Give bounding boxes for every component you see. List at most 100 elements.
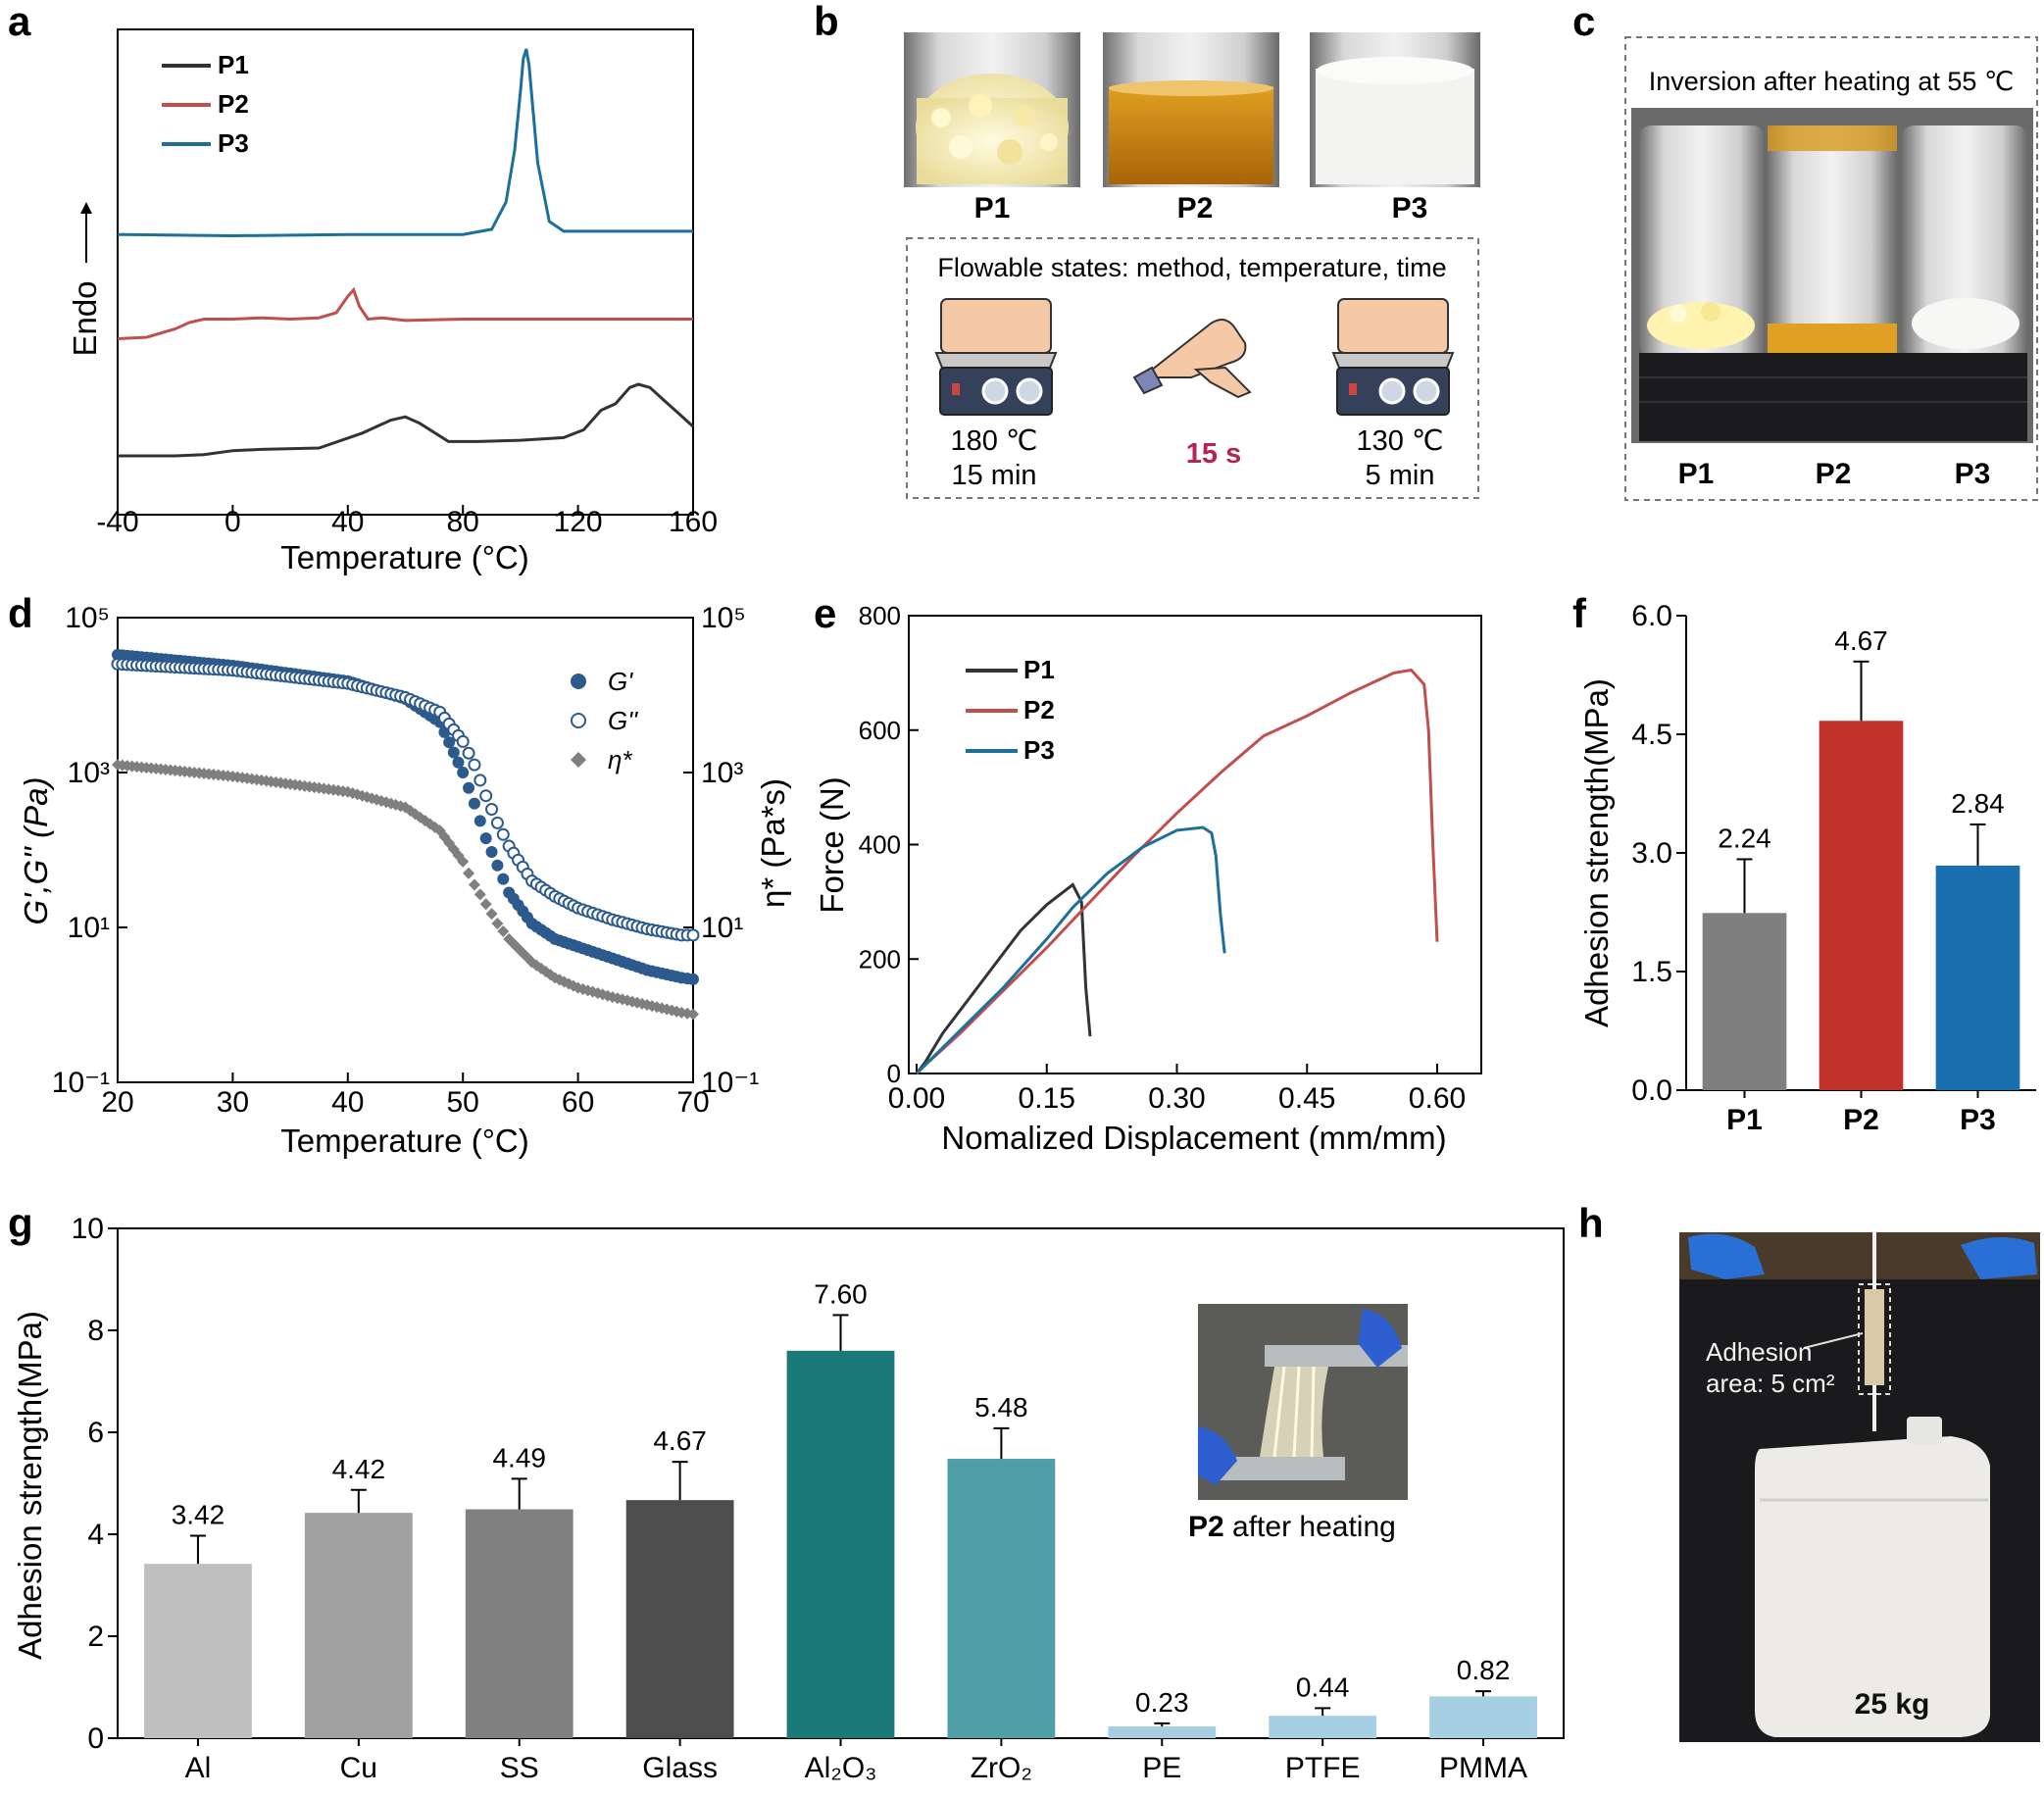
chart-f-ytick-label: 4.5 — [1631, 719, 1672, 751]
chart-d-xtick-label: 20 — [101, 1086, 133, 1119]
method-2-time: 15 s — [1186, 438, 1241, 470]
chart-f-bars: 0.0 1.5 3.0 4.5 6.0 P1 P2 P3 2.24 4.67 2.84 Adhes… — [1578, 600, 2036, 1136]
chart-g-bar — [1269, 1716, 1377, 1738]
chart-f-ytick-label: 6.0 — [1631, 600, 1672, 632]
chart-f-ticks: 0.0 1.5 3.0 4.5 6.0 P1 P2 P3 — [1631, 600, 1996, 1136]
chart-g-bar-group: 3.42 4.42 4.49 4.67 7.60 5.48 0.23 0.44 0.82 — [144, 1278, 1537, 1738]
chart-d-ytick-right-label: 10⁻¹ — [701, 1067, 759, 1099]
chart-d-point-eta — [491, 918, 504, 930]
chart-f-bar — [1702, 913, 1787, 1090]
chart-g-category-label: Cu — [340, 1752, 377, 1784]
chart-g-category-label: PE — [1142, 1752, 1181, 1784]
chart-d-point-gdoubleprime — [485, 803, 499, 817]
chart-a-xtick-label: 160 — [669, 506, 718, 538]
inset-caption-bold: P2 — [1188, 1511, 1224, 1543]
chart-g-ytick-label: 6 — [87, 1417, 104, 1449]
chart-g-category-label: PMMA — [1439, 1752, 1527, 1784]
chart-a-xtick-label: 0 — [224, 506, 241, 538]
chart-d-point-gprime — [447, 746, 460, 759]
chart-d-legend-marker — [571, 752, 586, 768]
chart-e-xtick-label: 0.15 — [1019, 1082, 1075, 1115]
chart-e-legend-label: P1 — [1023, 655, 1055, 684]
chart-f-bar-group: 2.24 4.67 2.84 — [1702, 625, 2020, 1090]
chart-d-point-gdoubleprime — [479, 789, 493, 803]
hot-plate-icon — [1331, 298, 1455, 416]
chart-g-category-label: Al₂O₃ — [805, 1752, 877, 1784]
panel-h-annotation-1: Adhesion — [1706, 1337, 1812, 1367]
vial-p3-photo — [1310, 32, 1480, 187]
chart-a-series-P3 — [117, 48, 693, 238]
chart-a-x-ticks: -40 0 40 80 120 160 — [96, 505, 718, 538]
inset-caption-rest: after heating — [1224, 1511, 1396, 1543]
chart-f-ytick-label: 3.0 — [1631, 837, 1672, 870]
chart-d-point-gdoubleprime — [496, 827, 510, 841]
chart-d-point-eta — [636, 997, 649, 1010]
chart-g-bar — [465, 1509, 573, 1738]
chart-a-endo-arrowhead — [80, 202, 92, 214]
chart-e-xtick-label: 0.00 — [888, 1082, 945, 1115]
chart-d-point-gprime — [687, 973, 699, 985]
panel-b-method-box — [906, 237, 1479, 499]
method-1-temp: 180 ℃ — [950, 425, 1037, 457]
chart-f-value-label: 2.24 — [1718, 823, 1771, 853]
method-3-temp: 130 ℃ — [1356, 425, 1443, 457]
chart-a-legend-label: P2 — [218, 89, 249, 119]
chart-d-ytick-label: 10⁻¹ — [52, 1067, 110, 1099]
chart-g-ytick-label: 0 — [87, 1722, 104, 1755]
chart-e-frame — [908, 615, 1482, 1074]
chart-d-point-gdoubleprime — [686, 928, 700, 942]
weight-label: 25 kg — [1855, 1688, 1930, 1721]
chart-e-xtick-label: 0.60 — [1409, 1082, 1466, 1115]
panel-label-g: g — [8, 1200, 33, 1246]
chart-e-ytick-label: 0 — [887, 1059, 901, 1088]
chart-d-point-gprime — [479, 832, 492, 845]
chart-a-xlabel: Temperature (°C) — [280, 539, 528, 575]
chart-f-value-label: 2.84 — [1951, 788, 2005, 819]
chart-d-ytick-label: 10⁵ — [65, 602, 110, 634]
chart-e-ticks: 0.00 0.15 0.30 0.45 0.60 0 200 400 600 800 — [859, 601, 1467, 1115]
panel-label-h: h — [1578, 1200, 1604, 1246]
chart-d-point-eta — [497, 924, 510, 937]
chart-d-point-gprime — [452, 756, 465, 769]
chart-g-ytick-label: 10 — [72, 1213, 104, 1245]
chart-g-category-label: ZrO₂ — [971, 1752, 1032, 1784]
hot-plate-icon — [934, 298, 1058, 416]
chart-g-value-label: 5.48 — [974, 1392, 1028, 1423]
panel-c-sample-p2: P2 — [1816, 458, 1852, 490]
chart-g-bar — [786, 1350, 895, 1738]
chart-e-ylabel: Force (N) — [814, 776, 850, 913]
chart-d-ylabel-right: η* (Pa*s) — [755, 778, 791, 908]
chart-d-point-gdoubleprime — [468, 758, 481, 772]
chart-e-ytick-label: 600 — [859, 716, 901, 745]
chart-d-legend-marker — [571, 713, 586, 728]
chart-d-ytick-right-label: 10¹ — [701, 912, 743, 944]
vial-p2-photo — [1103, 32, 1279, 187]
chart-g-bar — [304, 1513, 413, 1738]
chart-d-point-gprime — [485, 845, 498, 858]
chart-e-ytick-label: 400 — [859, 830, 901, 860]
chart-d-legend: G' G'' η* — [571, 667, 638, 774]
chart-e-legend-label: P2 — [1023, 695, 1055, 724]
chart-e-ytick-label: 800 — [859, 601, 901, 630]
chart-a-legend-label: P3 — [218, 128, 249, 158]
chart-d-xtick-label: 60 — [562, 1086, 594, 1119]
chart-d-frame — [117, 617, 694, 1083]
chart-e-legend: P1 P2 P3 — [966, 655, 1055, 765]
chart-d-xtick-label: 70 — [676, 1086, 709, 1119]
chart-e-series-P3 — [915, 825, 1226, 1075]
panel-label-d: d — [8, 590, 33, 636]
panel-c-box — [1624, 36, 2038, 501]
chart-e-series-P1 — [915, 882, 1092, 1074]
chart-d-points — [111, 648, 700, 1021]
chart-g-ytick-label: 8 — [87, 1315, 104, 1347]
chart-g-value-label: 3.42 — [172, 1500, 225, 1530]
chart-d-point-eta — [457, 855, 470, 868]
chart-d-point-gdoubleprime — [474, 774, 487, 787]
chart-g-category-label: Glass — [642, 1752, 718, 1784]
panel-label-a: a — [8, 0, 31, 44]
chart-d-xtick-label: 50 — [447, 1086, 479, 1119]
chart-d-ytick-label: 10¹ — [68, 912, 110, 944]
method-3-time: 5 min — [1366, 460, 1435, 491]
chart-a-series-P2 — [117, 286, 693, 340]
